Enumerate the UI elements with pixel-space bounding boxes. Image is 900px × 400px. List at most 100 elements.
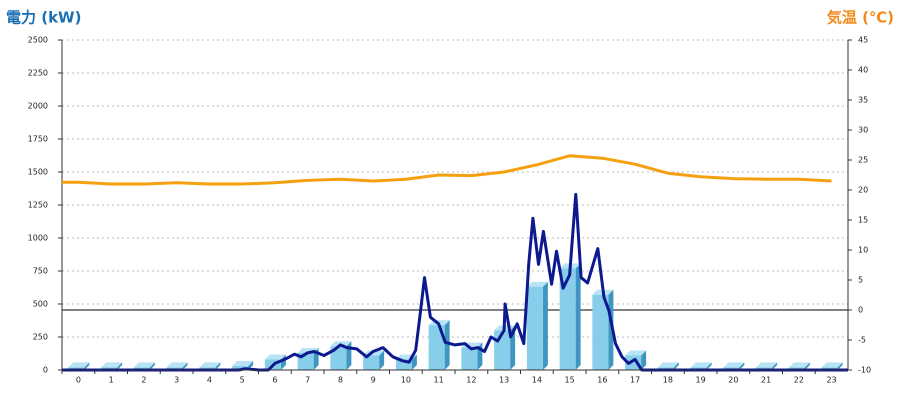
bar-side — [411, 354, 417, 370]
y2-tick-label: -5 — [858, 336, 866, 345]
x-tick-label: 18 — [663, 376, 673, 385]
bar-side — [739, 362, 745, 370]
y-tick-label: 2250 — [28, 69, 48, 78]
x-tick-label: 20 — [728, 376, 738, 385]
bar-top — [68, 362, 90, 368]
y-tick-label: 0 — [43, 366, 48, 375]
bar-top — [657, 362, 679, 368]
x-tick-label: 15 — [565, 376, 575, 385]
y2-tick-label: 35 — [858, 96, 868, 105]
bar — [592, 289, 614, 370]
bar-side — [149, 362, 155, 370]
bar-front — [592, 294, 609, 370]
bar-top — [821, 362, 843, 368]
y2-tick-label: 10 — [858, 246, 868, 255]
bar-side — [182, 362, 188, 370]
bar-side — [804, 362, 810, 370]
y2-tick-label: 20 — [858, 186, 868, 195]
bar-top — [264, 354, 286, 360]
bar-top — [690, 362, 712, 368]
y2-tick-label: 30 — [858, 126, 868, 135]
x-tick-label: 14 — [532, 376, 542, 385]
y-tick-label: 750 — [33, 267, 48, 276]
bar-side — [444, 320, 450, 370]
bar-side — [837, 362, 843, 370]
y2-tick-label: 25 — [858, 156, 868, 165]
bar-top — [133, 362, 155, 368]
y-tick-label: 2000 — [28, 102, 48, 111]
y2-tick-label: 0 — [858, 306, 863, 315]
bar — [625, 350, 647, 370]
bar-front — [428, 325, 445, 370]
x-tick-label: 4 — [207, 376, 212, 385]
bar-side — [772, 362, 778, 370]
bar-front — [559, 268, 576, 370]
y2-axis-title: 気温 (℃) — [827, 9, 894, 27]
bar — [363, 350, 385, 370]
x-tick-label: 11 — [434, 376, 444, 385]
x-tick-label: 9 — [371, 376, 376, 385]
x-tick-label: 6 — [272, 376, 277, 385]
x-tick-label: 13 — [499, 376, 509, 385]
bar-top — [788, 362, 810, 368]
x-tick-label: 16 — [597, 376, 607, 385]
bar-side — [215, 362, 221, 370]
y-tick-label: 1000 — [28, 234, 48, 243]
bar-front — [461, 347, 478, 370]
y2-tick-label: 5 — [858, 276, 863, 285]
bar-top — [199, 362, 221, 368]
bar-top — [101, 362, 123, 368]
bar-side — [575, 263, 581, 370]
y-tick-label: 500 — [33, 300, 48, 309]
y2-tick-label: 40 — [858, 66, 868, 75]
x-tick-label: 7 — [305, 376, 310, 385]
x-tick-label: 1 — [109, 376, 114, 385]
line — [62, 192, 848, 372]
x-tick-label: 2 — [141, 376, 146, 385]
bar-top — [232, 361, 254, 367]
bar-top — [625, 350, 647, 356]
y-tick-label: 1250 — [28, 201, 48, 210]
y-tick-label: 250 — [33, 333, 48, 342]
bar-top — [526, 281, 548, 287]
x-tick-label: 8 — [338, 376, 343, 385]
x-tick-label: 0 — [76, 376, 81, 385]
y-axis-title: 電力 (kW) — [6, 9, 81, 27]
y-tick-label: 1500 — [28, 168, 48, 177]
line — [62, 154, 832, 186]
y2-tick-label: 45 — [858, 36, 868, 45]
y2-tick-label: -10 — [858, 366, 871, 375]
bar-front — [363, 355, 380, 370]
bar-front — [395, 359, 412, 370]
bar-front — [625, 355, 642, 370]
bar — [559, 263, 581, 370]
bar-side — [346, 341, 352, 370]
bar — [526, 281, 548, 370]
y-tick-label: 1750 — [28, 135, 48, 144]
bar-side — [84, 362, 90, 370]
bar-side — [706, 362, 712, 370]
bar-side — [641, 350, 647, 370]
x-tick-label: 22 — [794, 376, 804, 385]
y-tick-label: 2500 — [28, 36, 48, 45]
bar-front — [330, 346, 347, 370]
y2-tick-label: 15 — [858, 216, 868, 225]
bar-top — [756, 362, 778, 368]
bar-side — [117, 362, 123, 370]
x-tick-label: 19 — [696, 376, 706, 385]
x-tick-label: 21 — [761, 376, 771, 385]
x-tick-label: 10 — [401, 376, 411, 385]
bar-front — [232, 366, 249, 370]
bar-top — [166, 362, 188, 368]
x-tick-label: 12 — [466, 376, 476, 385]
x-tick-label: 5 — [240, 376, 245, 385]
bar — [428, 320, 450, 370]
bar-front — [526, 286, 543, 370]
bar-side — [673, 362, 679, 370]
x-tick-label: 3 — [174, 376, 179, 385]
bar-top — [723, 362, 745, 368]
x-tick-label: 23 — [827, 376, 837, 385]
bar-side — [542, 281, 548, 370]
x-tick-label: 17 — [630, 376, 640, 385]
